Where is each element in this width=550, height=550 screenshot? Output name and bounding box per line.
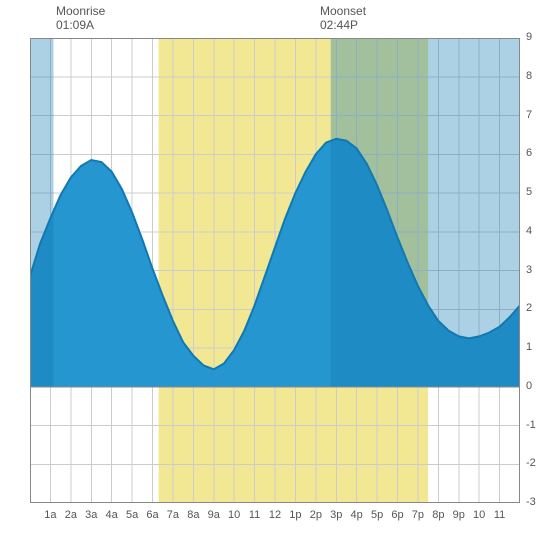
plot-area	[30, 38, 520, 503]
moonset-time: 02:44P	[320, 18, 366, 32]
x-tick-label: 11	[490, 509, 510, 521]
x-tick-label: 4p	[347, 509, 367, 521]
moonrise-label: Moonrise	[56, 4, 105, 18]
y-tick-label: -2	[526, 457, 536, 469]
y-tick-label: 1	[526, 341, 532, 353]
y-tick-label: 7	[526, 109, 532, 121]
tide-chart-container: { "header": { "moonrise_label": "Moonris…	[0, 0, 550, 550]
x-tick-label: 10	[224, 509, 244, 521]
x-tick-label: 2p	[306, 509, 326, 521]
x-tick-label: 5p	[367, 509, 387, 521]
y-tick-label: 5	[526, 186, 532, 198]
x-tick-label: 1p	[285, 509, 305, 521]
x-tick-label: 7a	[163, 509, 183, 521]
x-tick-label: 4a	[102, 509, 122, 521]
y-tick-label: 8	[526, 70, 532, 82]
y-tick-label: 3	[526, 264, 532, 276]
x-tick-label: 12	[265, 509, 285, 521]
moonrise-block: Moonrise 01:09A	[56, 4, 105, 32]
x-tick-label: 2a	[61, 509, 81, 521]
x-tick-label: 8p	[428, 509, 448, 521]
y-tick-label: 0	[526, 380, 532, 392]
y-tick-label: 6	[526, 147, 532, 159]
x-tick-label: 11	[245, 509, 265, 521]
moonset-label: Moonset	[320, 4, 366, 18]
x-tick-label: 3p	[326, 509, 346, 521]
x-tick-label: 6p	[388, 509, 408, 521]
x-tick-label: 8a	[183, 509, 203, 521]
plot-svg	[30, 38, 520, 503]
x-tick-label: 3a	[81, 509, 101, 521]
y-tick-label: 2	[526, 302, 532, 314]
y-tick-label: 4	[526, 225, 532, 237]
x-tick-label: 6a	[143, 509, 163, 521]
x-tick-label: 9a	[204, 509, 224, 521]
y-tick-label: -1	[526, 419, 536, 431]
moonset-block: Moonset 02:44P	[320, 4, 366, 32]
x-tick-label: 5a	[122, 509, 142, 521]
y-tick-label: 9	[526, 31, 532, 43]
x-tick-label: 7p	[408, 509, 428, 521]
x-tick-label: 1a	[40, 509, 60, 521]
moonrise-time: 01:09A	[56, 18, 105, 32]
y-tick-label: -3	[526, 496, 536, 508]
x-tick-label: 9p	[449, 509, 469, 521]
x-tick-label: 10	[469, 509, 489, 521]
